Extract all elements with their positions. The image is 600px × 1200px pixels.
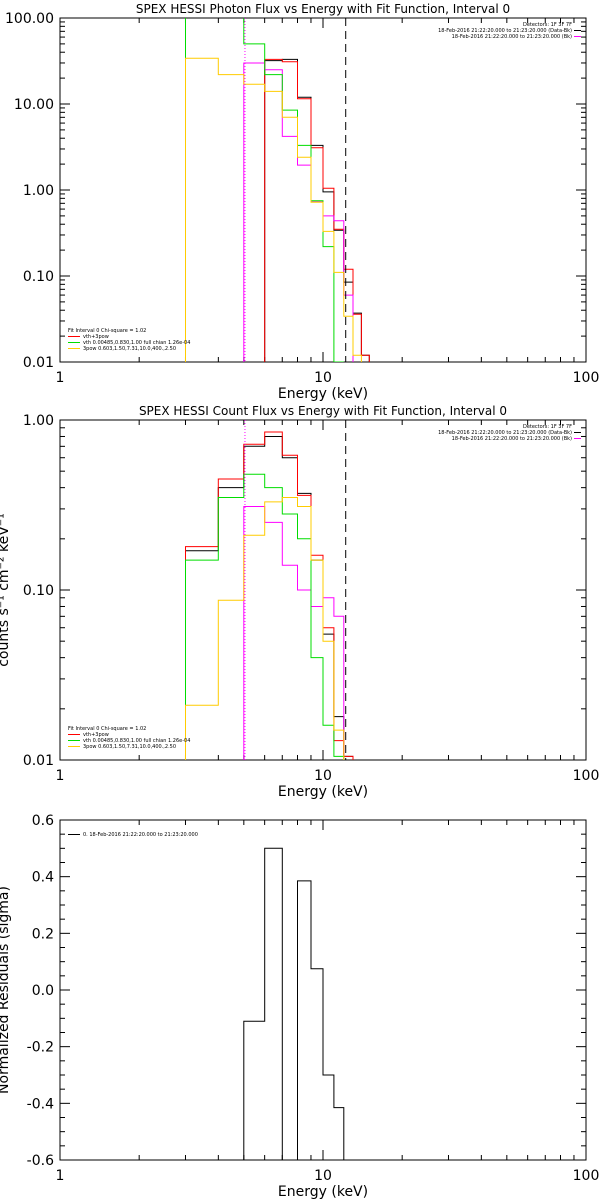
x-tick-label: 100 — [573, 1168, 600, 1184]
x-tick-label: 100 — [573, 370, 600, 386]
y-tick-label: 0.2 — [32, 926, 54, 942]
series-line-1 — [243, 847, 345, 1160]
x-axis-label: Energy (keV) — [278, 386, 368, 402]
legend-header: Detectors: 1F 3F 7F — [523, 424, 572, 430]
y-tick-label: 1.00 — [23, 413, 54, 429]
plot-area — [185, 431, 354, 760]
y-tick-label: 100.00 — [5, 11, 54, 27]
y-tick-label: 0.4 — [32, 870, 54, 886]
y-tick-label: 0.10 — [23, 583, 54, 599]
x-axis-label: Energy (keV) — [278, 784, 368, 800]
chart-panel-1: SPEX HESSI Photon Flux vs Energy with Fi… — [5, 2, 600, 402]
fit-legend-entry: 3pow 0.603,1.50,7.31,10.0,400.,2.50 — [83, 346, 176, 352]
y-tick-label: -0.2 — [27, 1040, 54, 1056]
x-tick-label: 100 — [573, 768, 600, 784]
y-tick-label: 0.10 — [23, 269, 54, 285]
y-tick-label: -0.4 — [27, 1096, 54, 1112]
fit-legend-entry: vth 0.00485,0.830,1.00 full chian 1.26e-… — [83, 738, 190, 744]
legend-header: 18-Feb-2016 21:22:20.000 to 21:23:20.000… — [438, 430, 572, 436]
plot-area — [243, 847, 345, 1160]
y-tick-label: 10.00 — [14, 97, 54, 113]
series-line-5 — [185, 497, 345, 760]
y-tick-label: 0.6 — [32, 813, 54, 829]
chart-title: SPEX HESSI Photon Flux vs Energy with Fi… — [136, 2, 510, 16]
chart-title: SPEX HESSI Count Flux vs Energy with Fit… — [139, 404, 507, 418]
x-tick-label: 1 — [56, 370, 65, 386]
fit-legend-entry: vth 0.00485,0.830,1.00 full chian 1.26e-… — [83, 340, 190, 346]
x-axis-label: Energy (keV) — [278, 1184, 368, 1200]
x-tick-label: 10 — [314, 768, 332, 784]
chart-panel-3: 1 10 100 -0.6 -0.4 -0.2 0.0 0.2 0.4 0.6 Energy (ke… — [0, 813, 599, 1200]
chart-panel-2: SPEX HESSI Count Flux vs Energy with Fit… — [0, 404, 599, 800]
y-tick-label: 0.01 — [23, 753, 54, 769]
legend-header: 18-Feb-2016 21:22:20.000 to 21:23:20.000… — [452, 34, 572, 40]
x-tick-label: 10 — [314, 370, 332, 386]
fit-legend-entry: 3pow 0.603,1.50,7.31,10.0,400.,2.50 — [83, 744, 176, 750]
series-line-4 — [185, 473, 345, 760]
series-line-1 — [264, 58, 370, 362]
y-tick-label: 0.01 — [23, 355, 54, 371]
series-line-2 — [264, 58, 370, 362]
series-line-5 — [185, 57, 362, 362]
x-tick-label: 10 — [314, 1168, 332, 1184]
legend-header: Detectors: 1F 3F 7F — [523, 22, 572, 28]
legend-header: 18-Feb-2016 21:22:20.000 to 21:23:20.000… — [452, 436, 572, 442]
plot-area — [185, 18, 370, 362]
series-line-3 — [243, 62, 354, 362]
y-tick-label: 1.00 — [23, 183, 54, 199]
y-tick-label: -0.6 — [27, 1153, 54, 1169]
series-line-2 — [185, 431, 354, 760]
fit-legend-entry: vth+3pow — [83, 732, 109, 738]
y-axis-label: Normalized Residuals (sigma) — [0, 886, 12, 1094]
series-line-3 — [243, 506, 345, 760]
legend-header: 0. 18-Feb-2016 21:22:20.000 to 21:23:20.… — [83, 832, 198, 838]
fit-legend-entry: vth+3pow — [83, 334, 109, 340]
fit-legend-entry: Fit Interval 0 Chi-square = 1.02 — [68, 726, 146, 732]
legend-header: 18-Feb-2016 21:22:20.000 to 21:23:20.000… — [438, 28, 572, 34]
x-tick-label: 1 — [56, 1168, 65, 1184]
y-tick-label: 0.0 — [32, 983, 54, 999]
fit-legend-entry: Fit Interval 0 Chi-square = 1.02 — [68, 328, 146, 334]
y-axis-label: counts s⁻¹ cm⁻² keV⁻¹ — [0, 513, 12, 667]
x-tick-label: 1 — [56, 768, 65, 784]
